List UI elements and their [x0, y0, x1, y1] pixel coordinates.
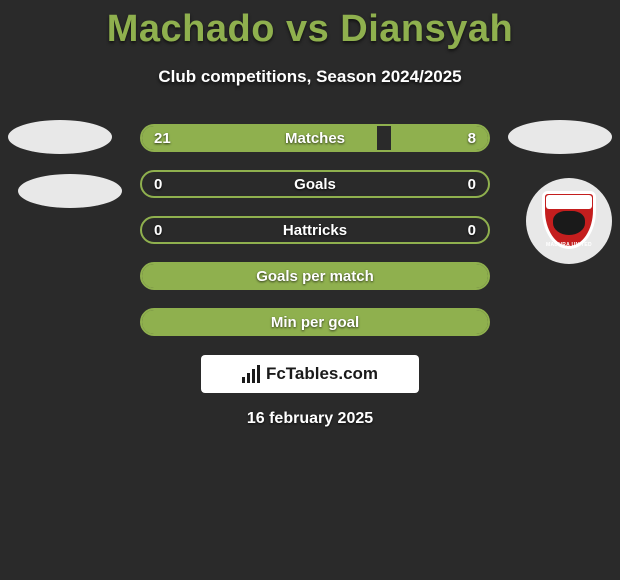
stat-bar-row: 218Matches [140, 124, 490, 152]
report-date: 16 february 2025 [0, 410, 620, 428]
player-left-avatar-1 [8, 120, 112, 154]
stat-bar-row: Min per goal [140, 308, 490, 336]
stat-label: Hattricks [142, 222, 488, 239]
player-left-avatar-2 [18, 174, 122, 208]
player-right-crest: MADURA UNITED [526, 178, 612, 264]
stat-label: Min per goal [142, 314, 488, 331]
stats-bars-container: 218Matches 00Goals 00Hattricks Goals per ma… [140, 124, 490, 354]
branding-text: FcTables.com [266, 364, 378, 384]
stat-label: Goals [142, 176, 488, 193]
page-subtitle: Club competitions, Season 2024/2025 [0, 67, 620, 87]
bar-chart-icon [242, 365, 260, 383]
stat-bar-row: 00Goals [140, 170, 490, 198]
branding-badge: FcTables.com [201, 355, 419, 393]
club-crest-icon: MADURA UNITED [539, 191, 599, 251]
stat-bar-row: Goals per match [140, 262, 490, 290]
stat-label: Goals per match [142, 268, 488, 285]
stat-bar-row: 00Hattricks [140, 216, 490, 244]
crest-label: MADURA UNITED [539, 242, 599, 248]
player-right-avatar-1 [508, 120, 612, 154]
stat-label: Matches [142, 130, 488, 147]
page-title: Machado vs Diansyah [0, 0, 620, 51]
